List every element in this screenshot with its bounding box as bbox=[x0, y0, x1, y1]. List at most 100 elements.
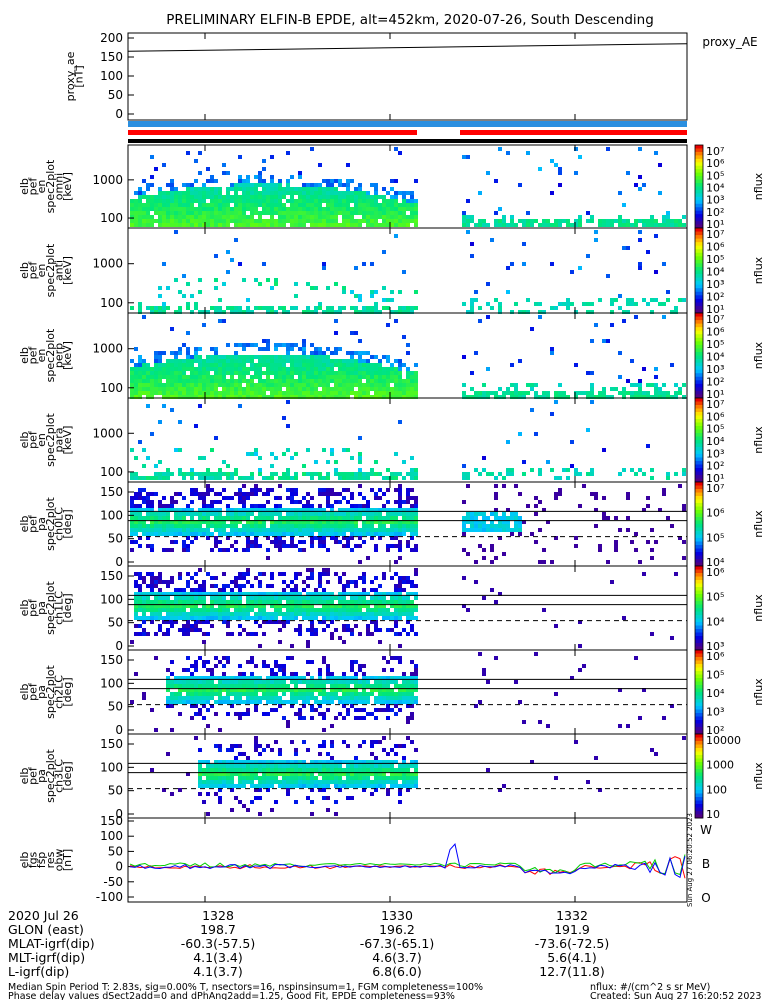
spec-pixel bbox=[330, 375, 334, 379]
spec-pixel bbox=[302, 504, 306, 508]
spec-pixel bbox=[398, 191, 402, 195]
spec-pixel bbox=[178, 219, 182, 223]
spec-pixel bbox=[250, 696, 254, 700]
spec-pixel bbox=[318, 219, 322, 223]
spec-pixel bbox=[538, 167, 542, 171]
spec-pixel bbox=[170, 199, 174, 203]
spec-pixel bbox=[138, 524, 142, 528]
spec-pixel bbox=[254, 600, 258, 604]
spec-pixel bbox=[318, 684, 322, 688]
spec-pixel bbox=[330, 179, 334, 183]
spec-pixel bbox=[394, 488, 398, 492]
spec-pixel bbox=[174, 215, 178, 219]
spec-pixel bbox=[190, 211, 194, 215]
colorbar-segment bbox=[695, 176, 703, 181]
spec-pixel bbox=[166, 191, 170, 195]
spec-pixel bbox=[150, 432, 154, 436]
spec-pixel bbox=[242, 512, 246, 516]
colorbar-segment bbox=[695, 313, 703, 318]
spec-pixel bbox=[158, 592, 162, 596]
spec-pixel bbox=[462, 604, 466, 608]
spec-pixel bbox=[226, 199, 230, 203]
spec-pixel bbox=[154, 612, 158, 616]
spec-pixel bbox=[374, 496, 378, 500]
spec-pixel bbox=[270, 223, 274, 227]
spec-pixel bbox=[482, 520, 486, 524]
spec-pixel bbox=[174, 367, 178, 371]
spec-pixel bbox=[366, 395, 370, 399]
spec-pixel bbox=[262, 195, 266, 199]
spec-pixel bbox=[614, 219, 618, 223]
spec-pixel bbox=[134, 199, 138, 203]
spec-pixel bbox=[198, 363, 202, 367]
spec-pixel bbox=[310, 608, 314, 612]
spec-pixel bbox=[662, 391, 666, 395]
spec-pixel bbox=[142, 223, 146, 227]
spec-pixel bbox=[402, 684, 406, 688]
spec-pixel bbox=[142, 604, 146, 608]
spec-pixel bbox=[322, 211, 326, 215]
spec-pixel bbox=[170, 195, 174, 199]
colorbar-segment bbox=[695, 165, 703, 170]
spec-pixel bbox=[326, 676, 330, 680]
colorbar-segment bbox=[695, 217, 703, 222]
spec-pixel bbox=[294, 584, 298, 588]
spec-pixel bbox=[606, 516, 610, 520]
spec-pixel bbox=[270, 215, 274, 219]
spec-pixel bbox=[258, 391, 262, 395]
spec-pixel bbox=[414, 207, 418, 211]
spec-pixel bbox=[274, 616, 278, 620]
spec-pixel bbox=[134, 387, 138, 391]
colorbar-segment bbox=[695, 394, 703, 399]
spec-pixel bbox=[246, 676, 250, 680]
spec-pixel bbox=[302, 203, 306, 207]
spec-pixel bbox=[342, 608, 346, 612]
spec-pixel bbox=[330, 696, 334, 700]
spec-pixel bbox=[158, 199, 162, 203]
spec-pixel bbox=[670, 395, 674, 399]
spec-pixel bbox=[298, 195, 302, 199]
spec-pixel bbox=[306, 207, 310, 211]
colorbar-segment bbox=[695, 320, 703, 325]
spec-pixel bbox=[394, 616, 398, 620]
spec-pixel bbox=[378, 496, 382, 500]
spec-pixel bbox=[650, 223, 654, 227]
spec-pixel bbox=[194, 572, 198, 576]
spec-pixel bbox=[254, 395, 258, 399]
spec-pixel bbox=[334, 310, 338, 314]
spec-pixel bbox=[258, 195, 262, 199]
spec-pixel bbox=[178, 688, 182, 692]
spec-pixel bbox=[354, 207, 358, 211]
spec-pixel bbox=[398, 684, 402, 688]
spec-pixel bbox=[342, 191, 346, 195]
spec-pixel bbox=[210, 520, 214, 524]
spec-pixel bbox=[282, 187, 286, 191]
spec-pixel bbox=[270, 310, 274, 314]
spec-pixel bbox=[194, 512, 198, 516]
spec-pixel bbox=[166, 616, 170, 620]
spec-pixel bbox=[410, 712, 414, 716]
spec-pixel bbox=[410, 468, 414, 472]
spec-pixel bbox=[314, 708, 318, 712]
spec-pixel bbox=[374, 223, 378, 227]
spec-pixel bbox=[242, 195, 246, 199]
spec-pixel bbox=[530, 383, 534, 387]
spec-pixel bbox=[358, 596, 362, 600]
spec-pixel bbox=[462, 223, 466, 227]
spec-pixel bbox=[274, 282, 278, 286]
spec-pixel bbox=[230, 215, 234, 219]
spec-pixel bbox=[462, 500, 466, 504]
spec-pixel bbox=[538, 223, 542, 227]
spec-pixel bbox=[178, 680, 182, 684]
spec-pixel bbox=[198, 568, 202, 572]
spec-pixel bbox=[262, 395, 266, 399]
spec-pixel bbox=[390, 290, 394, 294]
spec-pixel bbox=[174, 375, 178, 379]
spec-pixel bbox=[178, 379, 182, 383]
panel-ylabel-line: ch2LC bbox=[52, 675, 65, 709]
spec-pixel bbox=[290, 676, 294, 680]
spec-pixel bbox=[170, 391, 174, 395]
spec-pixel bbox=[186, 347, 190, 351]
spec-pixel bbox=[266, 508, 270, 512]
